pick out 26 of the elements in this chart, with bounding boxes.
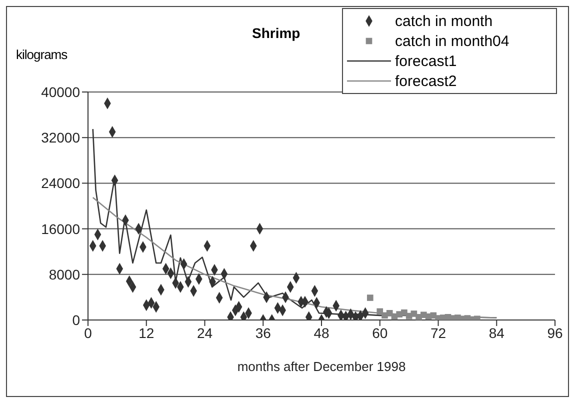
x-tick-label: 72	[430, 324, 446, 341]
point	[366, 294, 374, 301]
y-tick-label: 24000	[41, 175, 80, 192]
chart-title: Shrimp	[252, 25, 300, 41]
y-axis-title: kilograms	[16, 47, 68, 62]
y-tick-label: 40000	[41, 84, 80, 100]
y-tick-label: 0	[72, 312, 80, 328]
x-tick-label: 96	[547, 324, 563, 341]
legend-label: catch in month	[395, 12, 493, 30]
point	[376, 308, 384, 315]
x-tick-label: 24	[196, 324, 213, 341]
y-tick-label: 8000	[48, 266, 80, 282]
legend-label: forecast1	[395, 52, 457, 70]
x-tick-label: 60	[372, 324, 388, 341]
legend-label: forecast2	[395, 72, 457, 90]
x-tick-label: 48	[314, 324, 330, 341]
x-tick-label: 12	[138, 324, 154, 341]
x-tick-label: 84	[488, 324, 505, 341]
x-axis-title: months after December 1998	[237, 359, 406, 374]
x-tick-label: 0	[84, 324, 92, 341]
legend-label: catch in month04	[395, 32, 510, 50]
point	[357, 310, 364, 320]
y-tick-label: 32000	[41, 130, 80, 146]
line-series	[92, 196, 498, 318]
y-tick-label: 16000	[41, 220, 80, 237]
x-tick-label: 36	[255, 324, 272, 341]
